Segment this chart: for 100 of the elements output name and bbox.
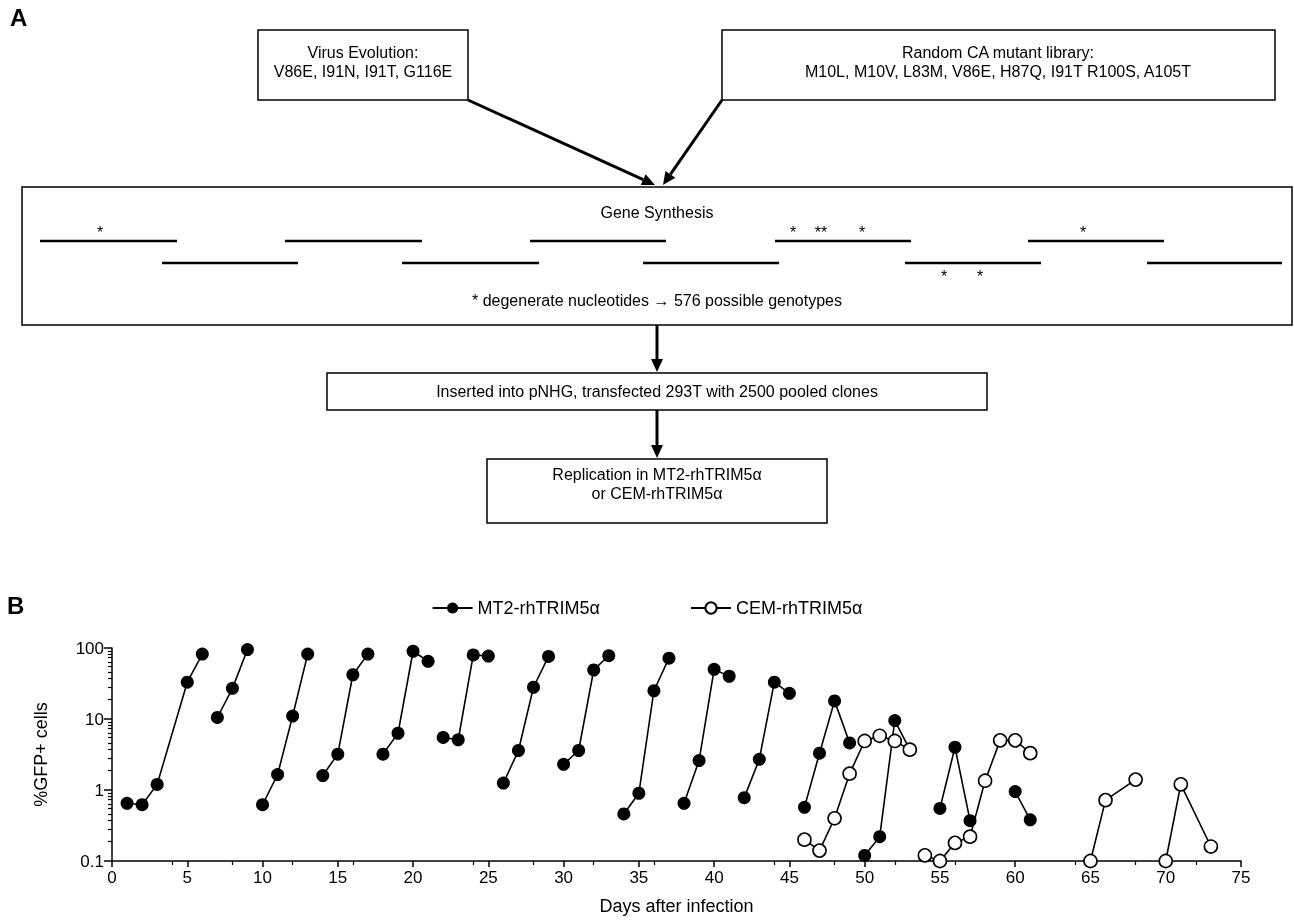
point <box>376 747 390 761</box>
point <box>1173 777 1189 792</box>
point <box>888 714 902 728</box>
point <box>542 649 556 663</box>
x-tick-label: 60 <box>1005 868 1025 887</box>
point <box>346 668 360 682</box>
point <box>632 786 646 800</box>
point <box>948 740 962 754</box>
point <box>782 686 796 700</box>
point <box>602 649 616 663</box>
chart-title: B <box>7 591 25 619</box>
y-tick-label: 100 <box>75 638 104 658</box>
point <box>872 728 888 744</box>
x-tick-label: 25 <box>478 868 498 887</box>
point <box>857 733 872 749</box>
point <box>316 769 330 782</box>
point <box>1158 853 1174 869</box>
point <box>662 651 676 665</box>
point <box>301 647 315 661</box>
point <box>797 832 812 847</box>
text: * <box>96 224 104 241</box>
point <box>707 662 721 676</box>
point <box>466 648 480 662</box>
point <box>1007 733 1023 748</box>
point <box>481 649 495 663</box>
text: Gene Synthesis <box>600 204 714 221</box>
point <box>225 681 239 695</box>
text: * <box>789 224 797 241</box>
point <box>391 726 405 740</box>
point <box>527 680 540 694</box>
x-tick-label: 40 <box>704 868 724 887</box>
point <box>842 766 857 781</box>
point <box>617 807 631 821</box>
point <box>812 843 827 858</box>
text: * <box>940 268 948 285</box>
point <box>963 814 977 828</box>
point <box>511 744 525 757</box>
point <box>256 798 270 812</box>
point <box>1022 745 1038 761</box>
point <box>827 810 842 826</box>
point <box>406 644 420 658</box>
point <box>271 768 285 782</box>
point <box>1128 772 1143 787</box>
point <box>797 800 811 814</box>
x-tick-label: 50 <box>855 868 875 887</box>
text: * degenerate nucleotides → 576 possible genotypes <box>471 292 843 309</box>
point <box>843 736 857 750</box>
point <box>828 694 842 708</box>
point <box>647 684 661 698</box>
text: A <box>10 4 28 31</box>
point <box>572 744 586 757</box>
text: * <box>1079 224 1087 241</box>
point <box>150 777 164 791</box>
point <box>421 654 435 668</box>
text: ** <box>814 224 828 241</box>
point <box>331 747 345 761</box>
y-tick-label: 0.1 <box>80 851 104 871</box>
legend-label: MT2-rhTRIM5α <box>477 598 600 618</box>
x-tick-label: 35 <box>629 868 649 887</box>
x-tick-label: 10 <box>253 868 272 887</box>
x-tick-label: 55 <box>930 868 950 887</box>
point <box>436 730 450 744</box>
point <box>557 757 571 771</box>
point <box>977 773 993 789</box>
point <box>722 669 736 683</box>
point <box>947 835 963 851</box>
point <box>737 791 751 805</box>
point <box>135 798 149 812</box>
x-tick-label: 30 <box>554 868 574 887</box>
point <box>240 643 254 657</box>
x-tick-label: 75 <box>1231 868 1251 887</box>
point <box>858 848 872 862</box>
point <box>496 776 510 790</box>
legend-label: CEM-rhTRIM5α <box>736 598 863 618</box>
point <box>962 829 978 844</box>
y-tick-label: 1 <box>94 780 104 800</box>
y-axis-title: %GFP+ cells <box>31 702 51 807</box>
point <box>932 853 948 869</box>
point <box>195 647 209 661</box>
y-tick-label: 10 <box>85 709 104 729</box>
x-axis-title: Days after infection <box>599 896 754 916</box>
point <box>210 711 224 724</box>
point <box>767 675 781 689</box>
point <box>1023 813 1037 827</box>
x-tick-label: 65 <box>1081 868 1100 887</box>
point <box>887 733 903 749</box>
point <box>692 754 706 768</box>
x-tick-label: 5 <box>182 868 192 887</box>
point <box>1203 839 1219 854</box>
point <box>752 752 766 766</box>
point <box>873 830 887 844</box>
text: * <box>976 268 984 285</box>
point <box>361 647 375 661</box>
point <box>917 848 933 863</box>
point <box>677 796 691 810</box>
point <box>1008 785 1022 799</box>
point <box>992 733 1008 748</box>
x-tick-label: 15 <box>328 868 348 887</box>
point <box>451 733 465 747</box>
point <box>120 796 134 810</box>
